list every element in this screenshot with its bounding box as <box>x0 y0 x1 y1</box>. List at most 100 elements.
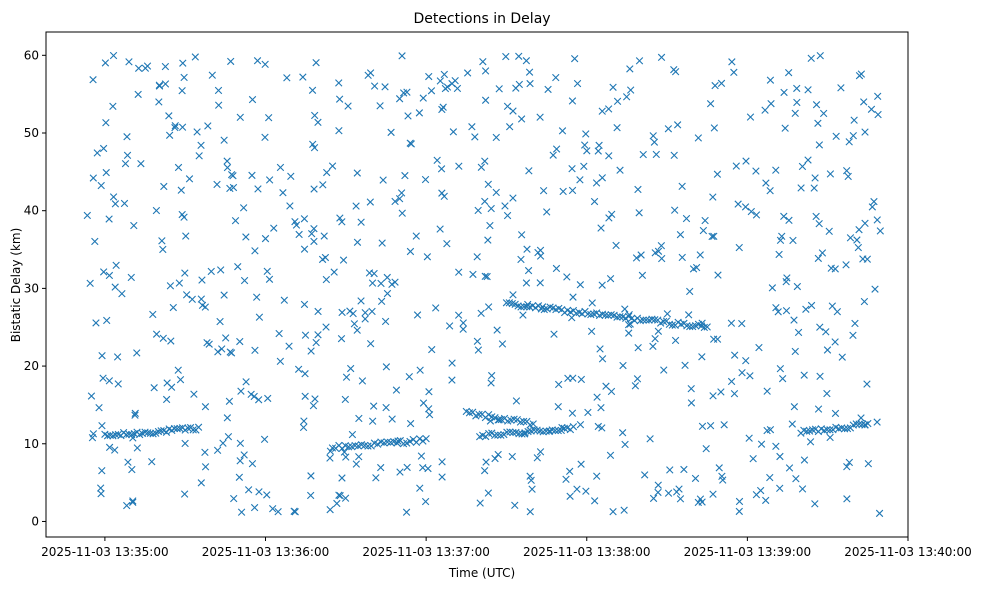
data-point <box>823 346 832 354</box>
data-point <box>178 86 186 95</box>
data-point <box>666 466 674 474</box>
x-tick-label: 2025-11-03 13:39:00 <box>684 545 811 559</box>
data-point <box>503 428 511 436</box>
data-point <box>780 88 788 97</box>
data-point <box>569 293 577 301</box>
data-point <box>494 431 502 439</box>
data-point <box>111 200 120 208</box>
data-point <box>613 313 621 321</box>
data-point <box>831 265 839 273</box>
data-point <box>527 476 535 485</box>
data-point <box>823 425 831 434</box>
data-point <box>720 421 728 429</box>
data-point <box>265 275 274 283</box>
data-point <box>398 52 406 60</box>
data-point <box>425 72 433 81</box>
data-point <box>236 113 244 121</box>
data-point <box>162 395 171 404</box>
data-point <box>254 396 263 404</box>
data-point <box>328 444 337 452</box>
data-point <box>501 202 509 210</box>
data-point <box>657 53 666 62</box>
data-point <box>323 168 331 177</box>
data-point <box>300 417 308 425</box>
data-point <box>811 174 819 182</box>
data-point <box>438 473 446 481</box>
data-point <box>577 460 585 468</box>
data-point <box>763 387 771 395</box>
data-point <box>335 127 343 135</box>
data-point <box>201 463 210 471</box>
data-point <box>307 347 315 355</box>
data-point <box>129 434 137 442</box>
x-axis-label: Time (UTC) <box>448 566 515 580</box>
data-point <box>684 311 693 319</box>
data-point <box>439 103 447 111</box>
data-point <box>118 290 126 298</box>
data-point <box>626 86 635 94</box>
data-point <box>328 162 337 170</box>
data-point <box>605 214 613 222</box>
data-point <box>301 331 310 339</box>
data-point <box>301 370 309 378</box>
data-point <box>335 491 343 499</box>
data-point <box>184 424 192 432</box>
data-point <box>357 218 365 226</box>
data-point <box>602 382 610 390</box>
data-point <box>814 254 823 263</box>
data-point <box>463 69 472 77</box>
data-point <box>181 439 189 448</box>
data-point <box>607 310 615 319</box>
data-point <box>216 266 225 274</box>
data-point <box>393 439 401 447</box>
data-point <box>103 432 112 440</box>
data-point <box>445 322 454 330</box>
data-point <box>804 86 812 94</box>
data-point <box>416 366 424 374</box>
data-point <box>248 171 256 180</box>
data-point <box>503 102 512 111</box>
data-point <box>515 430 523 438</box>
data-point <box>481 157 489 165</box>
data-point <box>742 356 750 365</box>
data-point <box>109 193 118 201</box>
data-point <box>621 440 629 449</box>
data-point <box>785 216 793 225</box>
data-point <box>377 279 385 288</box>
data-point <box>717 79 726 88</box>
data-point <box>276 357 285 366</box>
data-point <box>248 95 257 104</box>
data-point <box>650 138 659 146</box>
data-point <box>335 79 343 87</box>
data-point <box>378 239 386 247</box>
data-point <box>310 111 319 120</box>
y-axis-label: Bistatic Delay (km) <box>9 228 23 343</box>
data-point <box>473 337 482 345</box>
data-point <box>601 311 610 319</box>
y-tick-label: 60 <box>24 48 39 62</box>
data-point <box>671 67 680 76</box>
data-point <box>201 448 209 456</box>
data-point <box>399 89 408 97</box>
data-point <box>778 232 786 240</box>
data-point <box>261 234 270 243</box>
data-point <box>370 82 379 90</box>
data-point <box>710 232 718 241</box>
data-point <box>637 251 645 259</box>
data-point <box>105 443 114 452</box>
data-point <box>755 343 763 352</box>
data-point <box>377 463 385 472</box>
data-point <box>469 270 477 279</box>
x-tick-label: 2025-11-03 13:38:00 <box>523 545 650 559</box>
data-point <box>687 384 695 393</box>
data-point <box>613 123 621 132</box>
data-point <box>129 498 137 507</box>
data-point <box>502 299 511 307</box>
data-point <box>552 145 561 153</box>
data-point <box>793 84 801 93</box>
data-point <box>815 141 824 149</box>
data-point <box>361 315 369 323</box>
data-point <box>843 495 851 503</box>
data-point <box>843 463 851 471</box>
data-point <box>850 116 858 124</box>
